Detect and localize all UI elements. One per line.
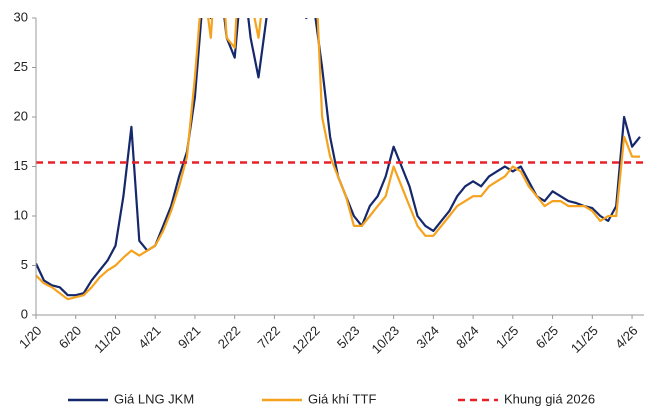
- x-tick-label: 4/26: [612, 323, 641, 352]
- y-tick-label: 30: [14, 9, 28, 24]
- y-tick-label: 20: [14, 108, 28, 123]
- y-tick-label: 25: [14, 59, 28, 74]
- x-tick-label: 4/21: [135, 323, 164, 352]
- x-tick-label: 7/22: [254, 323, 283, 352]
- legend-label: Giá LNG JKM: [114, 391, 194, 406]
- legend-label: Khung giá 2026: [504, 391, 595, 406]
- x-tick-label: 1/25: [493, 323, 522, 352]
- series-line: [36, 18, 641, 297]
- x-tick-label: 12/22: [289, 323, 323, 357]
- y-tick-label: 5: [21, 257, 28, 272]
- x-tick-label: 2/22: [215, 323, 244, 352]
- x-tick-label: 9/21: [175, 323, 204, 352]
- x-tick-label: 6/20: [56, 323, 85, 352]
- x-tick-label: 11/25: [568, 323, 601, 356]
- plot-area: [36, 18, 644, 301]
- y-tick-label: 15: [14, 158, 28, 173]
- x-tick-label: 11/20: [91, 323, 124, 356]
- series-line: [36, 18, 640, 301]
- y-tick-label: 0: [21, 306, 28, 321]
- legend-label: Giá khí TTF: [308, 391, 376, 406]
- x-tick-label: 1/20: [16, 323, 45, 352]
- x-tick-label: 8/24: [453, 323, 482, 352]
- x-tick-label: 5/23: [334, 323, 363, 352]
- y-tick-label: 10: [14, 207, 28, 222]
- x-tick-label: 6/25: [533, 323, 562, 352]
- x-tick-label: 3/24: [413, 323, 442, 352]
- x-tick-label: 10/23: [369, 323, 403, 357]
